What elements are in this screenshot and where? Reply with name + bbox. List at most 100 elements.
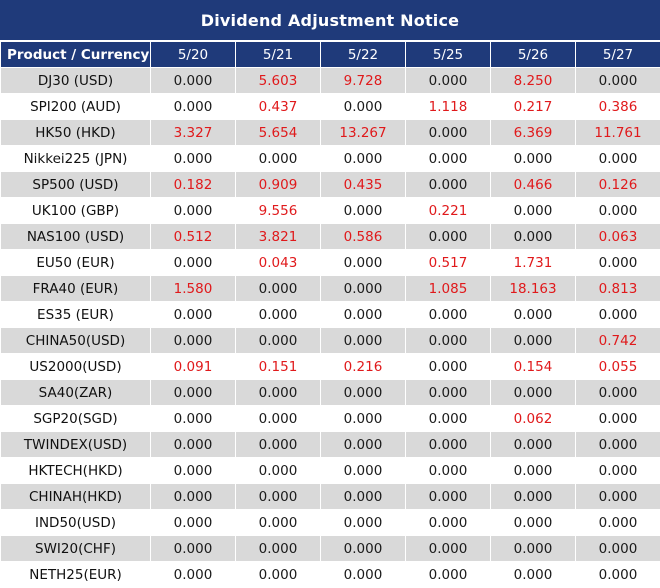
value-cell: 0.386: [576, 94, 660, 120]
value-cell: 0.000: [406, 120, 491, 146]
value-cell: 0.000: [406, 328, 491, 354]
value-cell: 0.000: [491, 484, 576, 510]
value-cell: 0.000: [236, 536, 321, 562]
value-cell: 0.000: [151, 328, 236, 354]
value-cell: 6.369: [491, 120, 576, 146]
product-cell: CHINAH(HKD): [1, 484, 151, 510]
value-cell: 0.000: [491, 510, 576, 536]
header-date: 5/25: [406, 42, 491, 68]
product-cell: SPI200 (AUD): [1, 94, 151, 120]
value-cell: 0.062: [491, 406, 576, 432]
value-cell: 0.000: [406, 380, 491, 406]
value-cell: 0.000: [236, 380, 321, 406]
value-cell: 3.821: [236, 224, 321, 250]
header-date: 5/20: [151, 42, 236, 68]
value-cell: 0.000: [321, 94, 406, 120]
value-cell: 0.000: [576, 146, 660, 172]
value-cell: 0.221: [406, 198, 491, 224]
product-cell: ES35 (EUR): [1, 302, 151, 328]
product-cell: DJ30 (USD): [1, 68, 151, 94]
value-cell: 0.000: [576, 68, 660, 94]
value-cell: 13.267: [321, 120, 406, 146]
value-cell: 0.000: [576, 198, 660, 224]
header-date: 5/22: [321, 42, 406, 68]
value-cell: 0.000: [151, 562, 236, 588]
product-cell: US2000(USD): [1, 354, 151, 380]
header-date: 5/21: [236, 42, 321, 68]
value-cell: 0.000: [236, 510, 321, 536]
value-cell: 0.000: [406, 458, 491, 484]
value-cell: 0.091: [151, 354, 236, 380]
value-cell: 0.000: [151, 406, 236, 432]
value-cell: 0.000: [236, 276, 321, 302]
value-cell: 0.055: [576, 354, 660, 380]
value-cell: 0.126: [576, 172, 660, 198]
value-cell: 0.000: [576, 302, 660, 328]
product-cell: TWINDEX(USD): [1, 432, 151, 458]
value-cell: 0.000: [491, 458, 576, 484]
value-cell: 0.063: [576, 224, 660, 250]
value-cell: 0.000: [321, 510, 406, 536]
value-cell: 0.512: [151, 224, 236, 250]
value-cell: 0.000: [576, 484, 660, 510]
value-cell: 1.118: [406, 94, 491, 120]
value-cell: 0.000: [321, 146, 406, 172]
value-cell: 0.000: [576, 510, 660, 536]
value-cell: 0.000: [151, 198, 236, 224]
value-cell: 18.163: [491, 276, 576, 302]
value-cell: 1.085: [406, 276, 491, 302]
value-cell: 0.151: [236, 354, 321, 380]
value-cell: 0.000: [406, 172, 491, 198]
value-cell: 0.000: [151, 432, 236, 458]
product-cell: SGP20(SGD): [1, 406, 151, 432]
value-cell: 0.000: [151, 484, 236, 510]
dividend-table: Product / Currency 5/20 5/21 5/22 5/25 5…: [0, 41, 660, 588]
value-cell: 0.742: [576, 328, 660, 354]
value-cell: 0.000: [151, 94, 236, 120]
value-cell: 0.000: [576, 432, 660, 458]
value-cell: 0.000: [151, 380, 236, 406]
value-cell: 0.000: [236, 458, 321, 484]
value-cell: 0.000: [321, 302, 406, 328]
value-cell: 0.000: [151, 146, 236, 172]
product-cell: SP500 (USD): [1, 172, 151, 198]
value-cell: 0.000: [491, 302, 576, 328]
table-header: Product / Currency 5/20 5/21 5/22 5/25 5…: [1, 42, 660, 68]
value-cell: 0.000: [406, 536, 491, 562]
value-cell: 0.000: [406, 432, 491, 458]
value-cell: 0.000: [576, 562, 660, 588]
value-cell: 0.000: [236, 562, 321, 588]
header-product-currency: Product / Currency: [1, 42, 151, 68]
value-cell: 0.000: [151, 536, 236, 562]
value-cell: 0.000: [321, 380, 406, 406]
value-cell: 0.000: [151, 302, 236, 328]
value-cell: 0.000: [236, 432, 321, 458]
value-cell: 0.000: [406, 224, 491, 250]
value-cell: 0.000: [491, 146, 576, 172]
value-cell: 0.000: [236, 146, 321, 172]
value-cell: 0.000: [491, 562, 576, 588]
value-cell: 0.154: [491, 354, 576, 380]
value-cell: 3.327: [151, 120, 236, 146]
product-cell: CHINA50(USD): [1, 328, 151, 354]
value-cell: 1.580: [151, 276, 236, 302]
value-cell: 0.000: [321, 484, 406, 510]
value-cell: 0.000: [151, 68, 236, 94]
notice-title: Dividend Adjustment Notice: [0, 0, 660, 41]
value-cell: 0.586: [321, 224, 406, 250]
product-cell: EU50 (EUR): [1, 250, 151, 276]
value-cell: 0.217: [491, 94, 576, 120]
